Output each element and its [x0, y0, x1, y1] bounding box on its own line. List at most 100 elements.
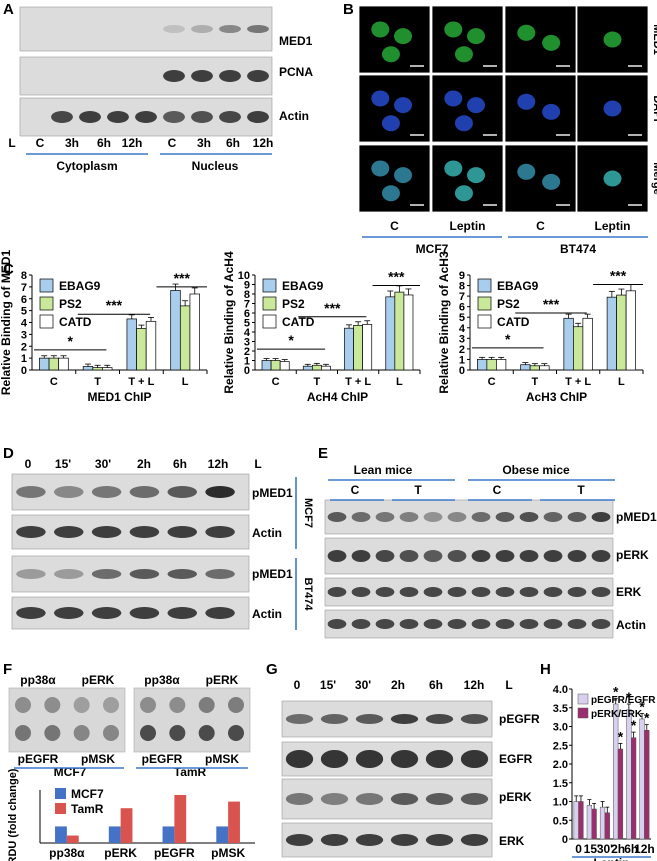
significance-mark: * [618, 728, 624, 744]
blot-e-actin-band [495, 619, 515, 629]
bar [261, 360, 272, 371]
blot-a-med1-bg [19, 6, 273, 52]
cell-nucleus [371, 21, 390, 38]
array-bottom-label: pMSK [205, 752, 239, 766]
blot-e-perk-band [351, 550, 371, 562]
legend-swatch [262, 314, 277, 329]
blot-g-egfr-band [320, 750, 349, 768]
bar [136, 328, 147, 371]
x-tick-label: L [396, 376, 403, 388]
x-tick-label: 2h [611, 842, 625, 856]
blot-g-perk-band [320, 793, 349, 805]
legend-swatch [55, 803, 66, 814]
blot-e-row-label: pERK [616, 548, 649, 562]
bar [394, 291, 405, 371]
y-tick-label: 7 [21, 282, 27, 294]
legend-label: EBAG9 [497, 279, 539, 293]
blot-e-perk [324, 537, 614, 575]
cell-nucleus [381, 46, 400, 63]
blot-e-erk-band [591, 587, 611, 597]
x-tick-label: pp38α [49, 846, 85, 860]
y-tick-label: 5 [459, 312, 465, 324]
bar [189, 293, 200, 371]
blot-g-erk-band [460, 834, 489, 846]
cell-nucleus [542, 103, 561, 120]
blot-a-lane-label: L [8, 136, 15, 150]
array-bottom-label: pEGFR [142, 752, 183, 766]
y-tick-label: 2.5 [553, 740, 568, 752]
cell-nucleus [444, 90, 463, 107]
micrograph-col-label: C [390, 219, 399, 233]
bar [145, 320, 157, 371]
blot-e-erk-band [375, 587, 395, 597]
bar [604, 812, 610, 840]
legend-swatch [577, 707, 589, 719]
blot-e-perk-band [375, 550, 395, 562]
bar [55, 826, 67, 843]
blot-e-sub-label: T [577, 483, 585, 497]
blot-d-cell-label: BT474 [302, 577, 314, 611]
blot-a-actin-band [51, 111, 73, 123]
blot-e-pmed1-band [519, 512, 539, 522]
blot-d-pmed1-bt474-band [167, 569, 198, 579]
x-tick-label: pERK [104, 846, 137, 860]
array-spot [15, 725, 31, 741]
micrograph-bg [431, 74, 504, 143]
bar [58, 357, 69, 371]
micrograph [504, 74, 577, 143]
micrograph-group-label: BT474 [560, 242, 596, 256]
bar [385, 296, 396, 371]
blot-d-lane-label: 2h [137, 457, 151, 471]
blot-e-pmed1-band [399, 512, 419, 522]
blot-e-perk-band [447, 550, 467, 562]
blot-e-perk-bg [324, 537, 614, 575]
cell-nucleus [381, 115, 400, 132]
dot-array [8, 687, 126, 753]
blot-a-actin-band [163, 111, 185, 123]
blot-e-perk-band [399, 550, 419, 562]
legend-label: CATD [497, 315, 530, 329]
blot-g-erk-band [355, 834, 384, 846]
array-bottom-label: pMSK [81, 752, 115, 766]
blot-a-actin-band [135, 111, 157, 123]
blot-e-perk-band [591, 550, 611, 562]
blot-g-lane-label: 12h [464, 678, 485, 692]
bar [39, 357, 50, 371]
micrograph-row-label: MED1 [651, 24, 657, 55]
bar [362, 324, 373, 371]
bar [599, 806, 606, 840]
blot-g-perk [281, 778, 493, 820]
significance-mark: * [613, 683, 619, 699]
blot-g-perk-band [285, 793, 314, 805]
array-spot [73, 725, 90, 741]
blot-d-actin-bt474-band [91, 607, 122, 619]
legend-label: MCF7 [71, 787, 104, 801]
bar [120, 808, 133, 843]
y-tick-label: 4 [459, 323, 466, 335]
bar [228, 801, 240, 843]
y-tick-label: 1.0 [553, 797, 568, 809]
blot-a-med1-band [163, 25, 185, 33]
y-tick-label: 9 [459, 270, 465, 282]
array-spot [169, 697, 186, 713]
blot-a-actin-band [79, 111, 101, 123]
blot-a-lane-label: 6h [97, 136, 111, 150]
blot-d-row-label: pMED1 [252, 567, 293, 581]
cell-nucleus [467, 97, 486, 114]
micrograph [504, 5, 577, 74]
blot-a-row-label: PCNA [279, 65, 313, 79]
blot-d-actin-bt474 [11, 596, 250, 630]
blot-e-actin-band [519, 619, 539, 629]
x-tick-label: T [314, 376, 321, 388]
blot-d-actin-bt474-band [205, 607, 235, 619]
blot-a-med1 [19, 6, 273, 52]
blot-e-pmed1-band [567, 512, 587, 522]
cell-nucleus [394, 28, 413, 45]
significance-mark: * [631, 717, 637, 733]
blot-e-pmed1-band [327, 512, 347, 522]
bar [174, 794, 187, 843]
significance-mark: *** [106, 297, 123, 313]
